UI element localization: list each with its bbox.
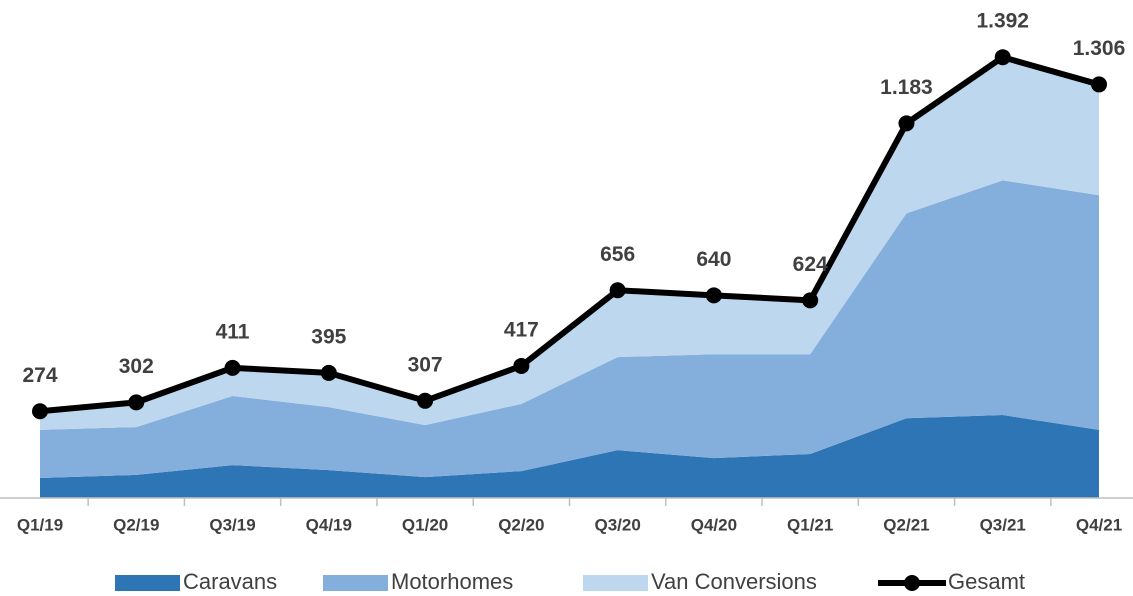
data-label: 411 bbox=[216, 320, 250, 343]
point bbox=[320, 364, 337, 381]
data-label: 395 bbox=[311, 325, 346, 348]
data-label: 307 bbox=[408, 353, 443, 376]
legend-marker bbox=[904, 575, 920, 591]
data-label: 302 bbox=[119, 355, 154, 378]
x-tick-label: Q3/19 bbox=[209, 515, 255, 534]
point bbox=[609, 282, 626, 299]
data-label: 640 bbox=[696, 248, 731, 271]
point bbox=[128, 394, 145, 411]
x-tick-label: Q1/21 bbox=[787, 515, 833, 534]
x-tick-label: Q4/19 bbox=[306, 515, 352, 534]
x-tick-label: Q2/21 bbox=[883, 515, 929, 534]
point bbox=[417, 392, 434, 409]
data-label: 1.183 bbox=[880, 76, 933, 99]
x-tick-label: Q1/20 bbox=[402, 515, 448, 534]
point bbox=[1091, 76, 1107, 93]
area bbox=[40, 180, 1099, 479]
data-label: 274 bbox=[22, 364, 57, 387]
area bbox=[40, 415, 1099, 498]
area bbox=[40, 57, 1099, 430]
point bbox=[513, 357, 530, 374]
legend-label: Gesamt bbox=[948, 569, 1025, 594]
point bbox=[802, 292, 819, 309]
point bbox=[32, 403, 48, 420]
legend-label: Van Conversions bbox=[651, 569, 817, 594]
point bbox=[705, 287, 722, 304]
data-label: 417 bbox=[504, 318, 539, 341]
legend-swatch bbox=[583, 575, 648, 591]
point bbox=[994, 49, 1011, 66]
line bbox=[39, 54, 1100, 415]
x-tick-label: Q2/20 bbox=[498, 515, 544, 534]
x-tick-label: Q4/21 bbox=[1076, 515, 1122, 534]
x-tick-label: Q3/20 bbox=[594, 515, 640, 534]
data-label: 1.392 bbox=[976, 10, 1029, 33]
x-tick-label: Q1/19 bbox=[17, 515, 63, 534]
data-label: 624 bbox=[793, 253, 828, 276]
x-tick-label: Q3/21 bbox=[980, 515, 1026, 534]
data-label: 1.306 bbox=[1073, 37, 1126, 60]
legend-swatch bbox=[115, 575, 180, 591]
x-tick-label: Q2/19 bbox=[113, 515, 159, 534]
point bbox=[898, 115, 915, 132]
x-tick-label: Q4/20 bbox=[691, 515, 737, 534]
data-label: 656 bbox=[600, 243, 635, 266]
legend-swatch bbox=[323, 575, 388, 591]
point bbox=[224, 359, 241, 376]
legend-label: Caravans bbox=[183, 569, 277, 594]
legend-label: Motorhomes bbox=[391, 569, 513, 594]
